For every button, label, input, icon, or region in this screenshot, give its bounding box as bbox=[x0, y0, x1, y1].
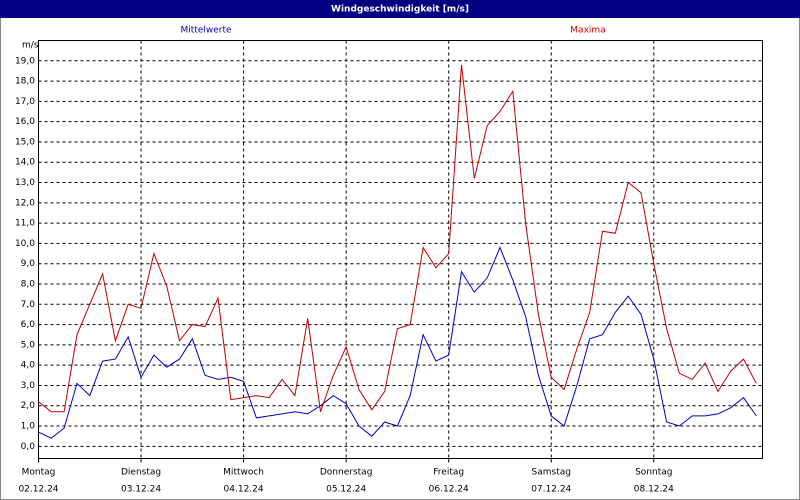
series-line bbox=[38, 246, 757, 439]
y-tick-label: 4,0 bbox=[21, 361, 36, 371]
y-tick-label: 2,0 bbox=[21, 401, 36, 411]
series-line bbox=[38, 64, 757, 413]
y-tick-label: 6,0 bbox=[21, 320, 36, 330]
x-tick-date: 02.12.24 bbox=[18, 485, 58, 495]
y-axis-label: m/s bbox=[22, 41, 39, 51]
y-tick-label: 11,0 bbox=[15, 219, 35, 229]
x-tick-label: Mittwoch bbox=[223, 468, 264, 478]
x-tick-date: 07.12.24 bbox=[531, 485, 571, 495]
x-tick-label: Sonntag bbox=[635, 468, 672, 478]
y-tick-label: 17,0 bbox=[15, 97, 35, 107]
x-tick-label: Donnerstag bbox=[320, 468, 373, 478]
y-tick-label: 5,0 bbox=[21, 340, 36, 350]
y-tick-label: 10,0 bbox=[15, 239, 35, 249]
y-tick-label: 16,0 bbox=[15, 117, 35, 127]
y-tick-label: 1,0 bbox=[21, 422, 36, 432]
y-tick-label: 19,0 bbox=[15, 56, 35, 66]
y-tick-label: 18,0 bbox=[15, 77, 35, 87]
y-tick-label: 7,0 bbox=[21, 300, 36, 310]
y-tick-label: 13,0 bbox=[15, 178, 35, 188]
legend-label: Maxima bbox=[570, 26, 605, 36]
y-tick-label: 15,0 bbox=[15, 137, 35, 147]
x-tick-label: Montag bbox=[22, 468, 56, 478]
x-tick-date: 03.12.24 bbox=[121, 485, 161, 495]
x-tick-date: 06.12.24 bbox=[429, 485, 469, 495]
y-tick-label: 14,0 bbox=[15, 158, 35, 168]
y-tick-label: 3,0 bbox=[21, 381, 36, 391]
plot-area bbox=[38, 40, 763, 459]
x-tick-label: Dienstag bbox=[121, 468, 161, 478]
y-tick-label: 8,0 bbox=[21, 279, 36, 289]
legend-label: Mittelwerte bbox=[180, 26, 231, 36]
x-tick-label: Samstag bbox=[532, 468, 571, 478]
title-bar bbox=[0, 0, 800, 18]
y-tick-label: 9,0 bbox=[21, 259, 36, 269]
x-tick-date: 05.12.24 bbox=[326, 485, 366, 495]
x-tick-label: Freitag bbox=[433, 468, 464, 478]
x-tick-date: 08.12.24 bbox=[634, 485, 674, 495]
y-tick-label: 12,0 bbox=[15, 198, 35, 208]
x-tick-date: 04.12.24 bbox=[224, 485, 264, 495]
y-tick-label: 0,0 bbox=[21, 442, 36, 452]
chart-title: Windgeschwindigkeit [m/s] bbox=[331, 5, 469, 15]
